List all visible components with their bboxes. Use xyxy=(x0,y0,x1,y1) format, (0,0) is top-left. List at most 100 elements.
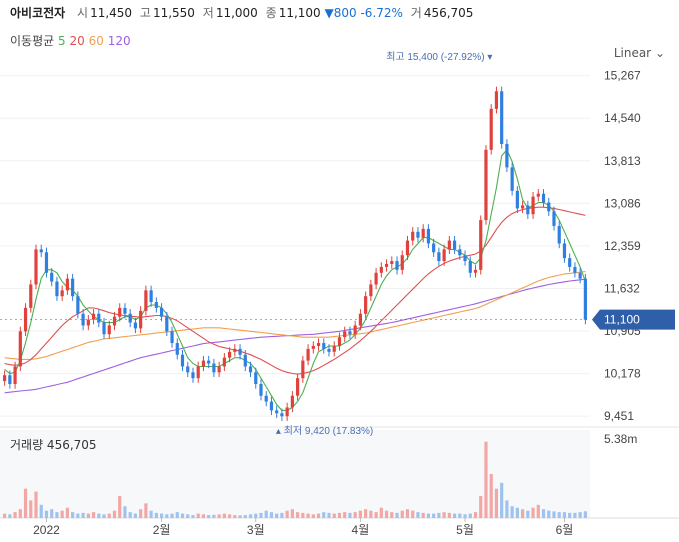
stock-header: 아비코전자 시 11,450 고 11,550 저 11,000 종 11,100 ▼8… xyxy=(10,4,473,21)
ma-legend-title: 이동평균 xyxy=(10,34,55,48)
volume-bar xyxy=(379,507,383,518)
candle-body xyxy=(416,231,420,238)
volume-bar xyxy=(55,512,59,518)
volume-bar xyxy=(479,496,483,518)
candle-body xyxy=(390,261,394,264)
volume-bar xyxy=(18,509,22,518)
scale-dropdown[interactable]: Linear ⌄ xyxy=(614,46,665,60)
candle-body xyxy=(8,375,12,385)
volume-bar xyxy=(327,512,331,518)
candle-body xyxy=(337,337,342,346)
candle-body xyxy=(452,240,457,250)
volume-tick-label: 5.38m xyxy=(604,432,637,446)
candle-body xyxy=(107,325,111,335)
volume-bar xyxy=(290,509,294,518)
volume-bar xyxy=(227,514,232,518)
volume-bar xyxy=(207,515,211,518)
volume-bar xyxy=(180,513,185,518)
candle-body xyxy=(102,322,106,335)
volume-bar xyxy=(578,512,582,518)
volume-bar xyxy=(332,513,336,518)
candle-body xyxy=(238,348,242,355)
candle-body xyxy=(29,284,33,308)
candle-body xyxy=(222,357,226,367)
ma20-label: 20 xyxy=(69,34,85,48)
volume-bar xyxy=(133,513,138,518)
candle-body xyxy=(285,407,289,417)
volume-bar xyxy=(212,514,216,518)
x-tick-label: 2022 xyxy=(33,523,60,537)
candle-body xyxy=(60,290,64,297)
volume-bar xyxy=(301,512,305,518)
x-tick-label: 5월 xyxy=(456,523,474,537)
candle-body xyxy=(55,281,59,297)
candle-body xyxy=(175,343,179,355)
ma5-line xyxy=(4,148,586,411)
min-price-annotation: ▴ 최저 9,420 (17.83%) xyxy=(276,425,373,437)
volume-bar xyxy=(400,510,404,518)
candle-body xyxy=(227,351,232,358)
volume-bar xyxy=(573,512,577,518)
y-tick-label: 15,267 xyxy=(604,69,641,83)
scale-label: Linear xyxy=(613,46,652,60)
candle-body xyxy=(411,231,415,241)
volume-bar xyxy=(3,513,7,518)
candle-body xyxy=(494,91,499,109)
volume-bar xyxy=(405,509,410,518)
y-tick-label: 9,451 xyxy=(604,409,634,423)
volume-bar xyxy=(91,512,96,518)
volume-bar xyxy=(243,515,247,518)
volume-bar xyxy=(531,507,535,518)
candle-body xyxy=(165,316,169,332)
volume-bar xyxy=(102,514,106,518)
candle-body xyxy=(552,211,556,226)
volume-bar xyxy=(233,515,237,518)
ma120-line xyxy=(4,278,586,394)
candle-body xyxy=(118,307,122,317)
volume-bar xyxy=(39,504,43,518)
y-tick-label: 14,540 xyxy=(604,111,641,125)
candle-body xyxy=(311,345,315,349)
candle-body xyxy=(44,252,49,273)
x-tick-label: 6월 xyxy=(556,523,574,537)
candle-body xyxy=(180,354,185,367)
volume-bar xyxy=(583,511,587,518)
volume-panel-label: 거래량 456,705 xyxy=(10,438,97,452)
ma120-label: 120 xyxy=(107,34,131,48)
y-tick-label: 10,178 xyxy=(604,367,641,381)
ma60-line xyxy=(4,271,586,360)
ma5-label: 5 xyxy=(58,34,66,48)
volume-bar xyxy=(34,491,38,518)
candle-body xyxy=(562,243,567,259)
volume-bar xyxy=(60,510,64,518)
volume-bar xyxy=(50,509,54,518)
candle-body xyxy=(243,354,247,367)
volume-bar xyxy=(395,512,399,518)
volume-bar xyxy=(547,510,551,518)
volume-bar xyxy=(494,488,499,518)
volume-bar xyxy=(65,507,70,518)
candle-body xyxy=(207,360,211,364)
candle-body xyxy=(201,360,206,367)
volume-bar xyxy=(505,500,509,518)
volume-bar xyxy=(196,513,200,518)
candle-body xyxy=(568,258,572,267)
moving-average-legend[interactable]: 이동평균 5 20 60 120 xyxy=(10,32,131,49)
candle-body xyxy=(170,331,174,344)
candle-body xyxy=(154,302,158,308)
volume-bar xyxy=(489,474,493,518)
candle-body xyxy=(541,193,546,203)
volume-bar xyxy=(217,514,221,518)
volume-bar xyxy=(238,515,242,518)
candle-body xyxy=(479,220,483,270)
volume-bar xyxy=(358,510,363,518)
candle-body xyxy=(196,366,200,379)
volume-bar xyxy=(463,514,467,518)
volume-bar xyxy=(384,510,389,518)
volume-bar xyxy=(343,512,347,518)
volume-bar xyxy=(123,506,127,518)
volume-bar xyxy=(411,510,415,518)
candle-body xyxy=(353,325,357,335)
x-tick-label: 4월 xyxy=(352,523,370,537)
